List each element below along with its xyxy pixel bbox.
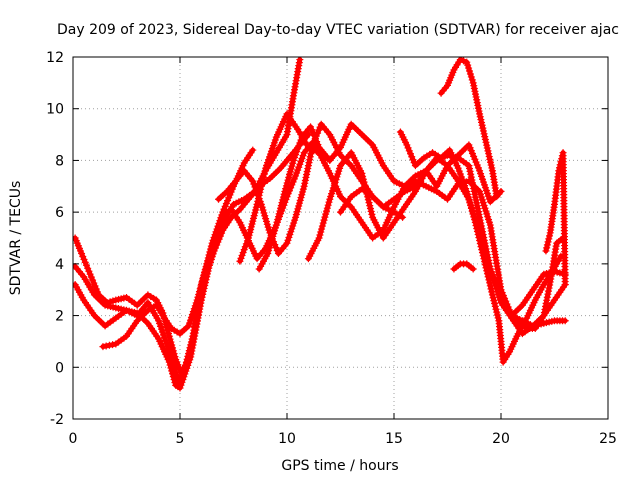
axis-ticks bbox=[72, 56, 609, 420]
series-markers bbox=[450, 260, 477, 273]
x-tick-labels: 0 5 10 15 20 25 bbox=[69, 431, 617, 447]
y-tick-label: 0 bbox=[55, 360, 64, 376]
plot-series bbox=[73, 57, 569, 392]
x-tick-label: 15 bbox=[385, 431, 403, 447]
chart-title: Day 209 of 2023, Sidereal Day-to-day VTE… bbox=[57, 22, 619, 38]
y-tick-label: 2 bbox=[55, 309, 64, 325]
x-tick-label: 10 bbox=[278, 431, 296, 447]
series-markers bbox=[73, 131, 312, 379]
y-tick-labels: -2 0 2 4 6 8 10 12 bbox=[46, 50, 64, 428]
series-14 bbox=[542, 149, 569, 289]
series-4 bbox=[99, 138, 334, 351]
x-tick-label: 20 bbox=[492, 431, 510, 447]
x-tick-label: 0 bbox=[69, 431, 78, 447]
series-12 bbox=[450, 260, 477, 273]
x-tick-label: 5 bbox=[176, 431, 185, 447]
series-3 bbox=[73, 131, 312, 379]
series-markers bbox=[396, 128, 565, 366]
y-tick-label: -2 bbox=[50, 412, 64, 428]
series-11 bbox=[437, 57, 505, 201]
x-axis-title: GPS time / hours bbox=[281, 458, 398, 474]
y-tick-label: 12 bbox=[46, 50, 64, 66]
series-10 bbox=[396, 128, 565, 366]
series-markers bbox=[437, 57, 505, 201]
x-tick-label: 25 bbox=[599, 431, 617, 447]
series-13 bbox=[514, 234, 567, 332]
y-axis-title: SDTVAR / TECUs bbox=[8, 181, 24, 296]
series-markers bbox=[542, 149, 569, 289]
grid-lines bbox=[73, 57, 608, 419]
plot-frame bbox=[72, 56, 609, 420]
y-tick-label: 10 bbox=[46, 102, 64, 118]
series-markers bbox=[514, 234, 567, 332]
y-tick-label: 8 bbox=[55, 153, 64, 169]
series-line bbox=[305, 150, 568, 337]
y-tick-label: 6 bbox=[55, 205, 64, 221]
y-tick-label: 4 bbox=[55, 257, 64, 273]
